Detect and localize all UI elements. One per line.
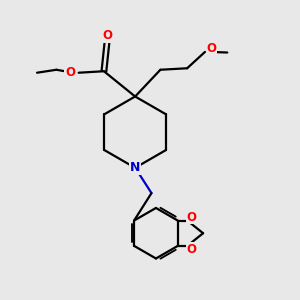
Text: O: O <box>206 42 217 56</box>
Text: O: O <box>65 66 75 79</box>
Text: O: O <box>102 29 112 42</box>
Text: O: O <box>187 211 197 224</box>
Text: N: N <box>130 161 140 174</box>
Text: O: O <box>187 243 197 256</box>
